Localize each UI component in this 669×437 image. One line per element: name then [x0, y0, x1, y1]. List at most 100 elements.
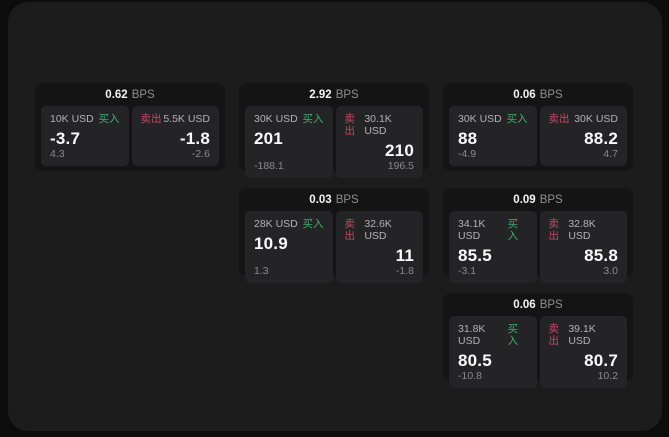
buy-price: 10.9	[254, 234, 288, 253]
card-header: 0.06 BPS	[449, 87, 627, 104]
bps-unit-label: BPS	[539, 194, 563, 206]
sell-side-label: 卖出	[344, 218, 356, 242]
buy-tile-header: 30K USD 买入	[254, 113, 324, 125]
bps-value: 0.06	[513, 299, 536, 311]
sell-price: 80.7	[584, 351, 618, 370]
buy-delta: -188.1	[254, 160, 284, 172]
bps-unit-label: BPS	[131, 89, 155, 101]
card-header: 0.09 BPS	[449, 192, 627, 209]
sell-price: 85.8	[584, 246, 618, 265]
buy-tile[interactable]: 34.1K USD 买入 85.5 -3.1	[449, 211, 537, 283]
sell-tile[interactable]: 卖出 5.5K USD -1.8 -2.6	[131, 106, 219, 166]
bps-unit-label: BPS	[335, 89, 359, 101]
bps-value: 0.62	[105, 89, 128, 101]
sell-tile-header: 卖出 30.1K USD	[345, 113, 415, 137]
buy-price: -3.7	[50, 129, 81, 148]
sell-tile-header: 卖出 30K USD	[549, 113, 619, 125]
sell-side-label: 卖出	[548, 218, 560, 242]
buy-tile[interactable]: 10K USD 买入 -3.7 4.3	[41, 106, 129, 166]
bps-value: 2.92	[309, 89, 332, 101]
bps-value: 0.09	[513, 194, 536, 206]
cards-grid: 0.62 BPS 10K USD 买入 -3.7 4.3 卖出 5.5K USD…	[35, 83, 633, 388]
sell-tile-header: 卖出 5.5K USD	[141, 113, 211, 125]
quote-tiles: 31.8K USD 买入 80.5 -10.8 卖出 39.1K USD 80.…	[449, 316, 627, 388]
buy-side-label: 买入	[506, 113, 528, 125]
quote-tiles: 28K USD 买入 10.9 1.3 卖出 32.6K USD 11 -1.8	[245, 211, 423, 283]
sell-side-label: 卖出	[140, 113, 162, 125]
buy-price: 80.5	[458, 351, 492, 370]
buy-delta: 4.3	[50, 148, 65, 160]
quote-card: 0.03 BPS 28K USD 买入 10.9 1.3 卖出 32.6K US…	[239, 188, 429, 283]
bps-value: 0.06	[513, 89, 536, 101]
buy-price: 201	[254, 129, 283, 148]
sell-side-label: 卖出	[548, 113, 570, 125]
sell-delta: -1.8	[395, 265, 414, 277]
card-header: 0.62 BPS	[41, 87, 219, 104]
sell-delta: 196.5	[387, 160, 414, 172]
buy-price: 85.5	[458, 246, 492, 265]
sell-price: 210	[385, 141, 414, 160]
sell-side-label: 卖出	[344, 113, 356, 137]
buy-tile-header: 30K USD 买入	[458, 113, 528, 125]
quote-card: 0.09 BPS 34.1K USD 买入 85.5 -3.1 卖出 32.8K…	[443, 188, 633, 283]
sell-delta: 4.7	[603, 148, 618, 160]
buy-size-label: 30K USD	[458, 113, 502, 125]
quote-card: 2.92 BPS 30K USD 买入 201 -188.1 卖出 30.1K …	[239, 83, 429, 178]
buy-side-label: 买入	[98, 113, 120, 125]
buy-size-label: 31.8K USD	[458, 323, 486, 347]
sell-delta: -2.6	[191, 148, 210, 160]
bps-unit-label: BPS	[539, 299, 563, 311]
buy-size-label: 28K USD	[254, 218, 298, 230]
buy-tile[interactable]: 30K USD 买入 201 -188.1	[245, 106, 333, 178]
quote-card: 0.62 BPS 10K USD 买入 -3.7 4.3 卖出 5.5K USD…	[35, 83, 225, 171]
sell-tile[interactable]: 卖出 32.6K USD 11 -1.8	[335, 211, 423, 283]
card-header: 2.92 BPS	[245, 87, 423, 104]
buy-size-label: 10K USD	[50, 113, 94, 125]
sell-price: 88.2	[584, 129, 618, 148]
buy-delta: -3.1	[458, 265, 477, 277]
quote-card: 0.06 BPS 30K USD 买入 88 -4.9 卖出 30K USD 8…	[443, 83, 633, 171]
buy-tile-header: 28K USD 买入	[254, 218, 324, 230]
main-panel: 0.62 BPS 10K USD 买入 -3.7 4.3 卖出 5.5K USD…	[8, 2, 662, 431]
card-header: 0.06 BPS	[449, 297, 627, 314]
sell-price: 11	[395, 246, 414, 265]
buy-side-label: 买入	[302, 218, 324, 230]
sell-size-label: 30.1K USD	[364, 113, 392, 137]
bps-value: 0.03	[309, 194, 332, 206]
buy-size-label: 30K USD	[254, 113, 298, 125]
buy-tile-header: 10K USD 买入	[50, 113, 120, 125]
sell-tile-header: 卖出 32.8K USD	[549, 218, 619, 242]
sell-delta: 3.0	[603, 265, 618, 277]
sell-tile[interactable]: 卖出 39.1K USD 80.7 10.2	[539, 316, 627, 388]
quote-tiles: 34.1K USD 买入 85.5 -3.1 卖出 32.8K USD 85.8…	[449, 211, 627, 283]
sell-size-label: 30K USD	[574, 113, 618, 125]
buy-tile-header: 31.8K USD 买入	[458, 323, 528, 347]
sell-tile[interactable]: 卖出 30K USD 88.2 4.7	[539, 106, 627, 166]
buy-side-label: 买入	[507, 323, 519, 347]
buy-price: 88	[458, 129, 478, 148]
buy-tile[interactable]: 28K USD 买入 10.9 1.3	[245, 211, 333, 283]
buy-tile[interactable]: 31.8K USD 买入 80.5 -10.8	[449, 316, 537, 388]
buy-delta: -4.9	[458, 148, 477, 160]
sell-delta: 10.2	[597, 370, 618, 382]
buy-tile-header: 34.1K USD 买入	[458, 218, 528, 242]
sell-tile[interactable]: 卖出 32.8K USD 85.8 3.0	[539, 211, 627, 283]
sell-tile[interactable]: 卖出 30.1K USD 210 196.5	[335, 106, 423, 178]
bps-unit-label: BPS	[335, 194, 359, 206]
buy-size-label: 34.1K USD	[458, 218, 486, 242]
card-header: 0.03 BPS	[245, 192, 423, 209]
buy-delta: -10.8	[458, 370, 482, 382]
quote-tiles: 30K USD 买入 88 -4.9 卖出 30K USD 88.2 4.7	[449, 106, 627, 166]
sell-tile-header: 卖出 39.1K USD	[549, 323, 619, 347]
quote-tiles: 10K USD 买入 -3.7 4.3 卖出 5.5K USD -1.8 -2.…	[41, 106, 219, 166]
buy-tile[interactable]: 30K USD 买入 88 -4.9	[449, 106, 537, 166]
sell-tile-header: 卖出 32.6K USD	[345, 218, 415, 242]
sell-price: -1.8	[179, 129, 210, 148]
sell-size-label: 32.6K USD	[364, 218, 392, 242]
quote-card: 0.06 BPS 31.8K USD 买入 80.5 -10.8 卖出 39.1…	[443, 293, 633, 388]
buy-delta: 1.3	[254, 265, 269, 277]
sell-size-label: 32.8K USD	[568, 218, 596, 242]
quote-tiles: 30K USD 买入 201 -188.1 卖出 30.1K USD 210 1…	[245, 106, 423, 178]
buy-side-label: 买入	[507, 218, 519, 242]
bps-unit-label: BPS	[539, 89, 563, 101]
